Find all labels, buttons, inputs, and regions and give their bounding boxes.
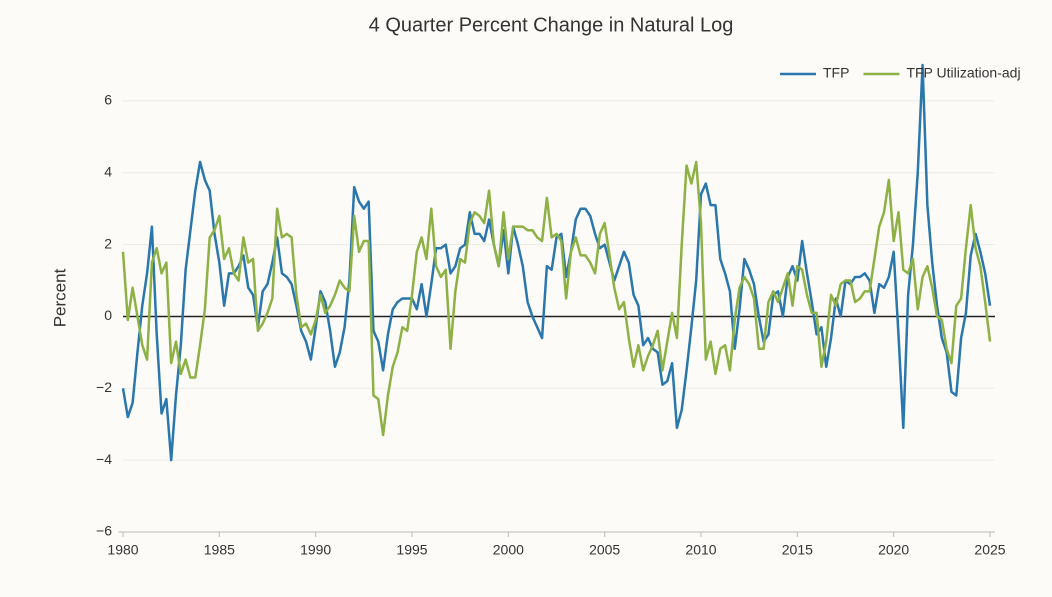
- legend-label: TFP: [823, 65, 849, 81]
- x-tick-label: 1990: [300, 542, 331, 558]
- y-tick-label: 4: [104, 163, 112, 179]
- x-tick-label: 1995: [396, 542, 427, 558]
- legend-label: TFP Utilization-adj: [906, 65, 1020, 81]
- y-tick-label: 0: [104, 307, 112, 323]
- y-tick-label: −4: [96, 451, 112, 467]
- y-tick-label: 2: [104, 235, 112, 251]
- series-line: [121, 160, 992, 437]
- x-tick-label: 2020: [878, 542, 909, 558]
- x-tick-label: 1985: [204, 542, 235, 558]
- y-tick-label: −2: [96, 379, 112, 395]
- y-tick-label: −6: [96, 523, 112, 539]
- x-tick-label: 2005: [589, 542, 620, 558]
- chart-title: 4 Quarter Percent Change in Natural Log: [369, 14, 734, 36]
- x-tick-label: 2025: [974, 542, 1005, 558]
- x-tick-label: 2015: [782, 542, 813, 558]
- x-tick-label: 2010: [685, 542, 716, 558]
- x-tick-label: 1980: [107, 542, 138, 558]
- y-axis-label: Percent: [50, 268, 69, 327]
- y-tick-label: 6: [104, 92, 112, 108]
- x-tick-label: 2000: [493, 542, 524, 558]
